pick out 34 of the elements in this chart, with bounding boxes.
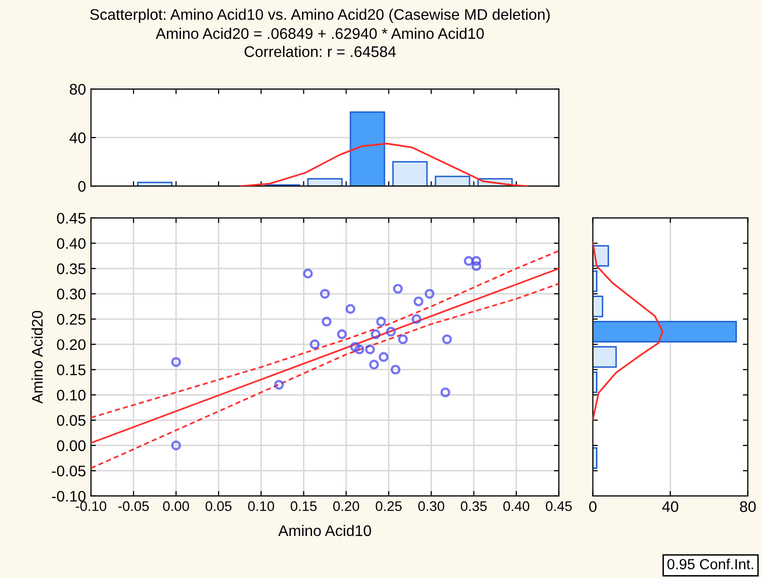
x-tick-label: 0.00 xyxy=(163,501,190,512)
y-axis-title: Amino Acid20 xyxy=(32,310,43,404)
x-tick-label: 0.20 xyxy=(333,501,360,512)
y-tick-label: 0.40 xyxy=(56,238,86,249)
y-tick-label: 0.15 xyxy=(56,364,86,376)
y-tick-label: 0.25 xyxy=(56,314,86,325)
y-tick-label: 0.20 xyxy=(56,339,86,350)
x-tick-label: 0.30 xyxy=(418,501,444,512)
x-tick-label: 0.40 xyxy=(503,501,530,512)
x-tick-label: 0.05 xyxy=(206,501,232,512)
y-tick-label: -0.10 xyxy=(52,490,86,502)
y-tick-label: 0.05 xyxy=(56,415,86,426)
y-tick-label: 0.35 xyxy=(56,263,86,274)
x-tick-label: 0.10 xyxy=(248,501,274,512)
y-tick-label: 40 xyxy=(69,132,86,144)
y-tick-label: 0.10 xyxy=(56,390,86,401)
y-tick-label: 0 xyxy=(78,180,86,192)
y-tick-label: 80 xyxy=(70,84,86,95)
y-tick-label: -0.05 xyxy=(52,466,86,476)
chart-subtitle: Amino Acid20 = .06849 + .62940 * Amino Acid10 Correlation: r = .64584 xyxy=(156,28,484,58)
x-tick-label: -0.05 xyxy=(118,501,149,512)
x-tick-label: 0.15 xyxy=(290,501,317,512)
x-tick-label: 0.25 xyxy=(376,501,402,512)
y-tick-label: 0.00 xyxy=(56,440,86,452)
x-tick-label: 40 xyxy=(662,501,678,512)
x-tick-label: 0.35 xyxy=(460,501,487,512)
text: 0.95 Conf.Int. xyxy=(667,558,754,570)
y-tick-label: 0.30 xyxy=(56,288,86,300)
x-tick-label: 0.45 xyxy=(546,501,572,512)
x-tick-label: 80 xyxy=(740,501,756,512)
x-axis-title: Amino Acid10 xyxy=(278,524,372,536)
y-tick-label: 0.45 xyxy=(56,212,86,224)
chart-title: Scatterplot: Amino Acid10 vs. Amino Acid20 (Casewise MD deletion) xyxy=(90,8,550,23)
x-tick-label: 0 xyxy=(589,501,596,512)
